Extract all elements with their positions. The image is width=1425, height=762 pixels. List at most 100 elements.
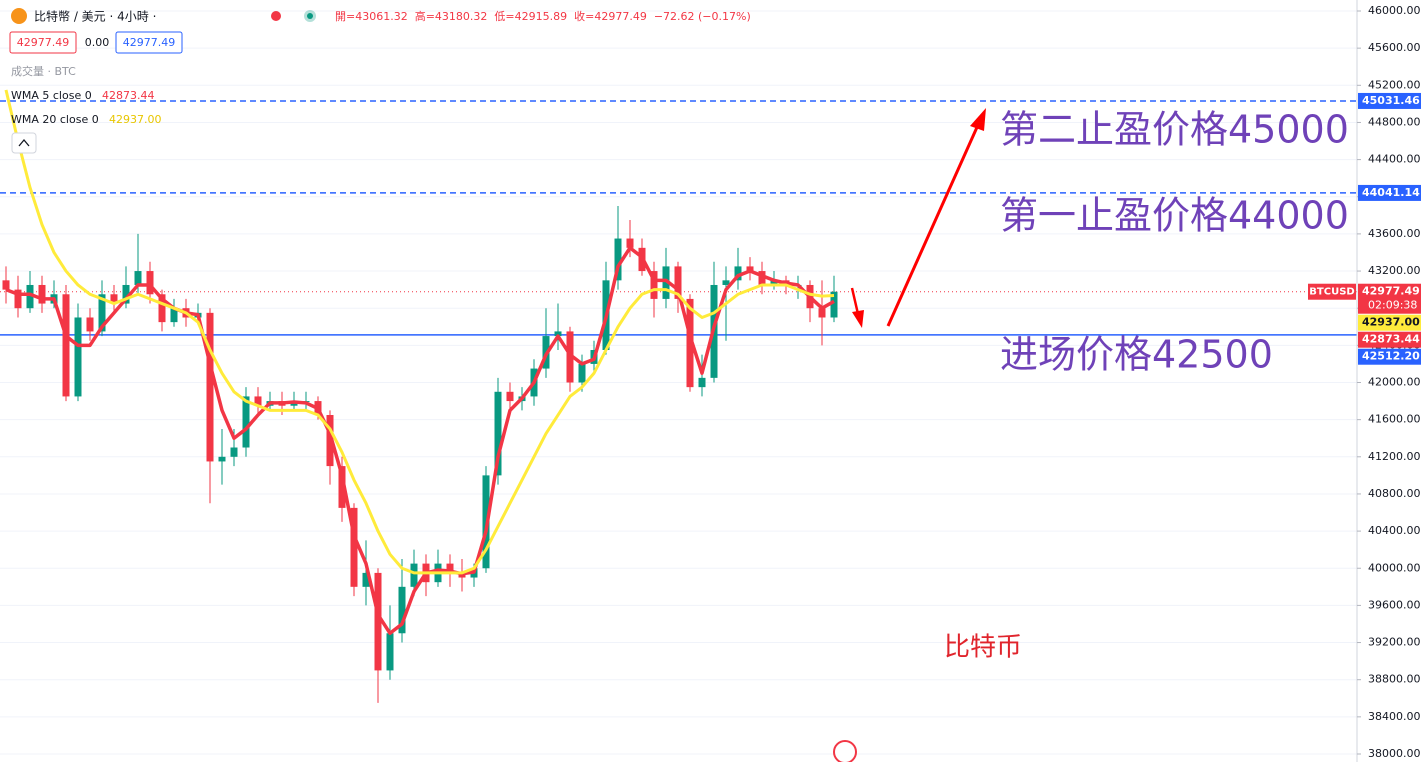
candle-body — [362, 572, 370, 587]
price-badge — [1358, 348, 1421, 365]
candle-body — [326, 415, 334, 467]
chevron — [18, 138, 30, 147]
candle-body — [734, 266, 742, 281]
candle-body — [722, 280, 730, 285]
candle-body — [338, 466, 346, 508]
symbol-label: BTCUSD — [1309, 287, 1354, 298]
bid: 42977.49 — [17, 36, 70, 49]
price-badge — [1358, 331, 1421, 348]
candle-body — [662, 266, 670, 299]
price-badge — [1358, 92, 1421, 109]
arrow — [886, 124, 980, 327]
y-tick-label: 39200.00 — [1368, 636, 1421, 649]
candle-body — [398, 586, 406, 634]
candle-body — [74, 317, 82, 397]
price-badge — [1358, 283, 1421, 314]
price-badge-label: 42937.00 — [1362, 316, 1420, 329]
candle-body — [506, 391, 514, 402]
y-tick-label: 46000.00 — [1368, 4, 1421, 17]
candle-body — [158, 294, 166, 323]
ohlc-header: 開=43061.32 高=43180.32 低=42915.89 收=42977.49… — [335, 9, 751, 23]
candle-body — [170, 308, 178, 323]
coin-icon — [11, 8, 27, 24]
y-tick-label: 43200.00 — [1368, 264, 1421, 277]
levels — [0, 100, 1357, 336]
ohlc-value: 開=43061.32 — [335, 10, 408, 23]
candle-body — [818, 308, 826, 318]
ohlc-value: 高=43180.32 — [415, 9, 488, 23]
candle-body — [218, 456, 226, 462]
y-tick-label: 40800.00 — [1368, 487, 1421, 500]
ohlc-value: 收=42977.49 — [574, 9, 647, 23]
candle-body — [98, 294, 106, 332]
candle-body — [38, 284, 46, 304]
indicator-line — [4, 89, 835, 575]
y-tick-label: 41600.00 — [1368, 413, 1421, 426]
bid-box[interactable] — [9, 31, 77, 54]
symbol-badge — [1308, 283, 1356, 300]
candle-body — [2, 280, 10, 290]
legend-name: WMA 5 close 0 — [11, 89, 92, 102]
candle-body — [386, 633, 394, 671]
candle-body — [410, 563, 418, 587]
arrow — [850, 287, 860, 315]
candle-body — [62, 294, 70, 397]
candle-body — [566, 331, 574, 383]
y-tick-label: 38000.00 — [1368, 747, 1421, 760]
candle-body — [650, 271, 658, 299]
event-icon[interactable] — [833, 740, 857, 762]
candle-body — [578, 363, 586, 383]
ohlc-value: 低=42915.89 — [494, 10, 567, 23]
y-tick-label: 39600.00 — [1368, 598, 1421, 611]
collapse-button[interactable] — [11, 132, 37, 154]
candle-body — [230, 447, 238, 457]
candle-body — [374, 572, 382, 671]
candle-body — [758, 271, 766, 285]
grid — [0, 10, 1357, 755]
ask-box[interactable] — [115, 31, 183, 54]
candle-body — [122, 284, 130, 304]
legend-value: 42937.00 — [109, 113, 162, 126]
price-badge — [1358, 314, 1421, 331]
y-tick-label: 45600.00 — [1368, 41, 1421, 54]
price-badge-label: 42873.44 — [1362, 333, 1420, 346]
legend-value: 42873.44 — [102, 89, 155, 102]
y-tick-label: 44800.00 — [1368, 115, 1421, 128]
price-badge-label: 42977.49 — [1362, 285, 1420, 298]
y-tick-label: 40400.00 — [1368, 524, 1421, 537]
annotation: 第二止盈价格45000 — [1000, 108, 1349, 152]
candle-body — [830, 291, 838, 318]
arrow-head — [852, 310, 864, 328]
candle-body — [746, 266, 754, 272]
candle-body — [242, 396, 250, 448]
candle-body — [350, 507, 358, 587]
candle-body — [14, 289, 22, 309]
price-axis: 38000.00 38400.00 38800.00 39200.00 39600.00… — [1308, 4, 1421, 760]
spread: 0.00 — [85, 36, 110, 49]
y-tick-label: 38800.00 — [1368, 673, 1421, 686]
candle-body — [770, 280, 778, 285]
candle-body — [254, 396, 262, 406]
candle-body — [110, 294, 118, 304]
price-badge-label: 44041.14 — [1362, 186, 1420, 199]
chart-title: 比特幣 / 美元 · 4小時 · — [34, 9, 156, 24]
candle-body — [686, 298, 694, 388]
ohlc-value: −72.62 (−0.17%) — [654, 10, 751, 23]
y-tick-label: 42000.00 — [1368, 376, 1421, 389]
y-tick-label: 38400.00 — [1368, 710, 1421, 723]
volume-label: 成交量 · BTC — [11, 64, 76, 78]
y-tick-label: 40000.00 — [1368, 561, 1421, 574]
icon — [271, 11, 281, 21]
candle-body — [626, 238, 634, 248]
countdown: 02:09:38 — [1368, 299, 1417, 312]
candle-body — [146, 271, 154, 295]
price-badge-label: 42512.20 — [1362, 350, 1420, 363]
candle-body — [554, 331, 562, 337]
annotation: 比特币 — [944, 633, 1022, 663]
annotation: 进场价格42500 — [1000, 333, 1273, 377]
price-badge-label: 45031.46 — [1362, 94, 1420, 107]
y-tick-label: 44400.00 — [1368, 153, 1421, 166]
candle-body — [86, 317, 94, 332]
ask: 42977.49 — [123, 36, 176, 49]
